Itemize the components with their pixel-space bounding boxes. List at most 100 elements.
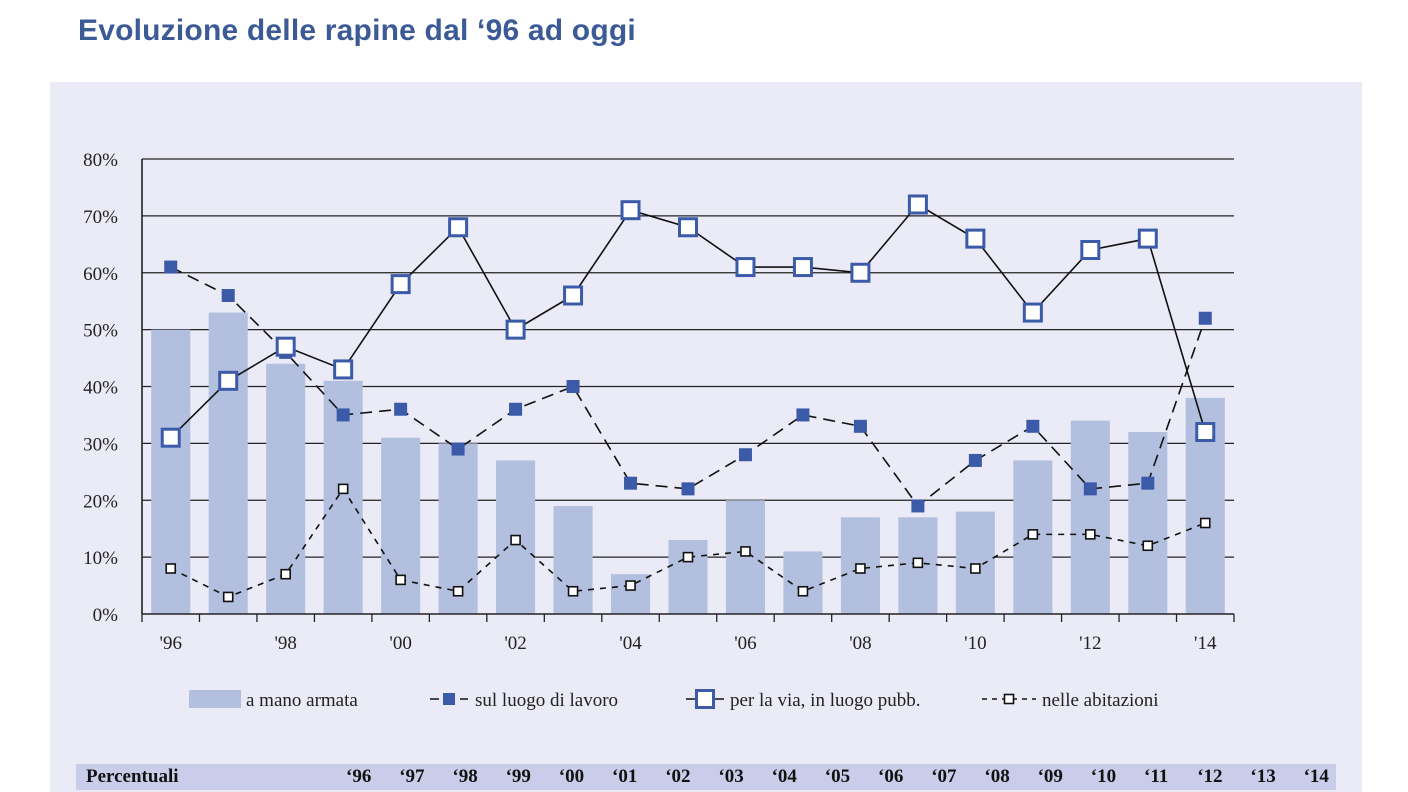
marker-filled <box>451 442 465 456</box>
marker-small-open <box>395 574 406 586</box>
y-tick-label: 80% <box>83 150 118 171</box>
marker-open <box>965 228 986 249</box>
footer-year: ‘02 <box>665 766 691 787</box>
legend-label: nelle abitazioni <box>1042 690 1159 711</box>
marker-open <box>448 217 469 238</box>
bar <box>668 540 708 614</box>
y-tick-label: 50% <box>83 321 118 342</box>
marker-small-open <box>1199 517 1211 529</box>
bar <box>553 505 593 614</box>
marker-open <box>850 262 871 283</box>
x-tick-label: '02 <box>504 633 526 654</box>
footer-year: ‘04 <box>771 766 797 787</box>
footer-year: ‘06 <box>878 766 904 787</box>
marker-small-open <box>1085 529 1096 540</box>
marker-filled <box>164 260 178 274</box>
marker-small-open <box>1142 540 1154 552</box>
marker-open <box>1080 240 1101 260</box>
x-tick-label: '98 <box>274 633 296 654</box>
bar <box>1128 432 1168 614</box>
bar <box>1070 420 1110 614</box>
marker-small-open <box>797 585 809 597</box>
marker-open <box>678 217 698 238</box>
footer-year: ‘10 <box>1090 766 1117 787</box>
legend-marker-filled <box>443 693 455 705</box>
marker-filled <box>911 499 925 513</box>
marker-small-open <box>682 551 694 563</box>
chart-svg: 0% 10% 20% 30% 40% 50% 60% 70% 80% '96 '98 '00 '02 '0… <box>83 150 1235 711</box>
marker-filled <box>394 402 408 416</box>
marker-open <box>907 194 928 215</box>
x-tick-label: '04 <box>619 633 642 654</box>
marker-small-open <box>337 483 349 495</box>
marker-small-open <box>510 534 521 546</box>
marker-small-open <box>625 580 636 591</box>
marker-filled <box>566 380 580 393</box>
x-tick-label: '08 <box>849 633 871 654</box>
legend-label: per la via, in luogo pubb. <box>730 690 921 711</box>
marker-open <box>563 285 584 306</box>
footer-year: ‘12 <box>1197 766 1223 787</box>
marker-filled <box>336 408 350 422</box>
footer-year: ‘97 <box>399 766 425 787</box>
x-tick-label: '00 <box>389 633 411 654</box>
bar <box>208 312 248 614</box>
marker-open <box>1195 422 1216 442</box>
marker-filled <box>796 408 810 422</box>
marker-small-open <box>912 557 924 569</box>
marker-open <box>390 274 411 295</box>
marker-open <box>620 200 641 221</box>
marker-filled <box>221 289 235 302</box>
marker-small-open <box>165 563 177 574</box>
footer-year: ‘05 <box>824 766 851 787</box>
chart-title: Evoluzione delle rapine dal ‘96 ad oggi <box>78 14 636 47</box>
footer-year: ‘07 <box>931 766 957 787</box>
marker-small-open <box>222 591 234 603</box>
bar <box>725 500 766 614</box>
footer-year: ‘13 <box>1250 766 1276 787</box>
marker-small-open <box>567 585 579 597</box>
y-tick-label: 60% <box>83 264 118 285</box>
footer-year: ‘14 <box>1303 766 1329 787</box>
marker-open <box>1022 302 1043 323</box>
marker-filled <box>853 419 867 433</box>
bar <box>438 443 478 614</box>
x-tick-label: '10 <box>964 633 986 654</box>
footer-year: ‘98 <box>452 766 478 787</box>
footer-year: ‘96 <box>346 766 372 787</box>
y-tick-label: 20% <box>83 491 118 512</box>
marker-open <box>333 359 354 380</box>
marker-small-open <box>452 585 464 597</box>
marker-open <box>792 257 813 278</box>
legend-marker-open <box>695 689 715 709</box>
legend-swatch-bar <box>189 690 241 708</box>
marker-open <box>160 427 181 448</box>
marker-small-open <box>1027 529 1039 540</box>
legend-label: a mano armata <box>246 690 358 711</box>
marker-filled <box>1198 311 1212 325</box>
marker-filled <box>1026 419 1040 433</box>
marker-filled <box>509 402 523 416</box>
marker-small-open <box>970 563 981 574</box>
bar <box>955 511 995 614</box>
marker-open <box>735 257 756 278</box>
y-tick-label: 30% <box>83 434 118 455</box>
marker-filled <box>738 448 752 462</box>
footer-year: ‘09 <box>1037 766 1063 787</box>
marker-small-open <box>280 568 291 580</box>
x-tick-label: '96 <box>160 633 182 654</box>
marker-filled <box>968 453 982 467</box>
legend-label: sul luogo di lavoro <box>475 690 618 711</box>
footer-label: Percentuali <box>86 766 179 787</box>
footer-year: ‘08 <box>984 766 1010 787</box>
marker-open <box>275 336 296 357</box>
marker-open <box>505 319 526 340</box>
marker-small-open <box>855 563 866 574</box>
footer-year: ‘11 <box>1144 766 1169 787</box>
legend-marker-small-open <box>1003 693 1015 705</box>
marker-filled <box>624 476 638 490</box>
marker-small-open <box>740 546 751 557</box>
x-tick-label: '12 <box>1079 633 1101 654</box>
footer-year: ‘01 <box>612 766 638 787</box>
bar <box>381 437 421 614</box>
